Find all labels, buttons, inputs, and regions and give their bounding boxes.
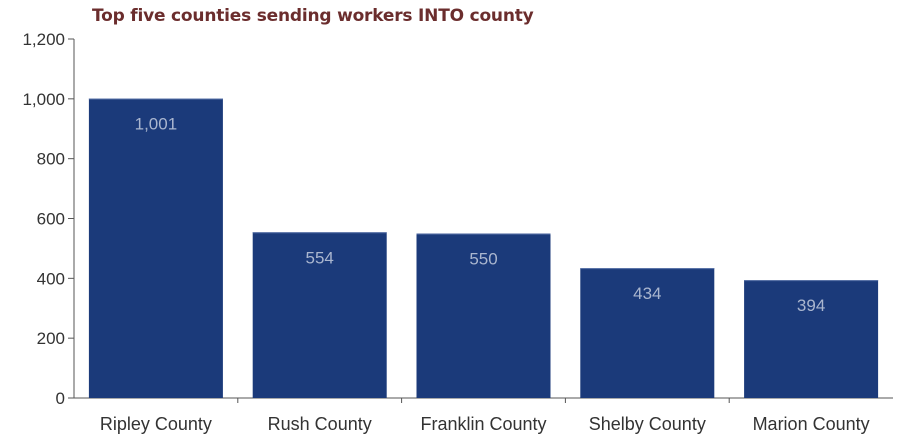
y-tick-label: 800 bbox=[37, 150, 65, 169]
y-tick-label: 1,200 bbox=[22, 30, 65, 49]
x-category-label: Marion County bbox=[753, 414, 870, 434]
x-category-label: Rush County bbox=[268, 414, 372, 434]
bar-value-label: 394 bbox=[797, 296, 825, 315]
bar-value-label: 1,001 bbox=[135, 115, 178, 134]
y-tick-label: 0 bbox=[56, 389, 65, 408]
bar-value-label: 434 bbox=[633, 284, 661, 303]
bar bbox=[252, 232, 387, 398]
bar-value-label: 554 bbox=[306, 248, 334, 267]
x-category-label: Shelby County bbox=[589, 414, 706, 434]
bar bbox=[88, 98, 223, 398]
chart-title: Top five counties sending workers INTO c… bbox=[92, 6, 534, 26]
x-category-label: Ripley County bbox=[100, 414, 212, 434]
bar bbox=[580, 268, 715, 398]
y-tick-label: 400 bbox=[37, 269, 65, 288]
y-tick-label: 200 bbox=[37, 329, 65, 348]
x-category-label: Franklin County bbox=[420, 414, 546, 434]
y-tick-label: 600 bbox=[37, 210, 65, 229]
bar bbox=[744, 280, 879, 398]
bar-value-label: 550 bbox=[469, 249, 497, 268]
bar bbox=[416, 233, 551, 398]
y-tick-label: 1,000 bbox=[22, 90, 65, 109]
